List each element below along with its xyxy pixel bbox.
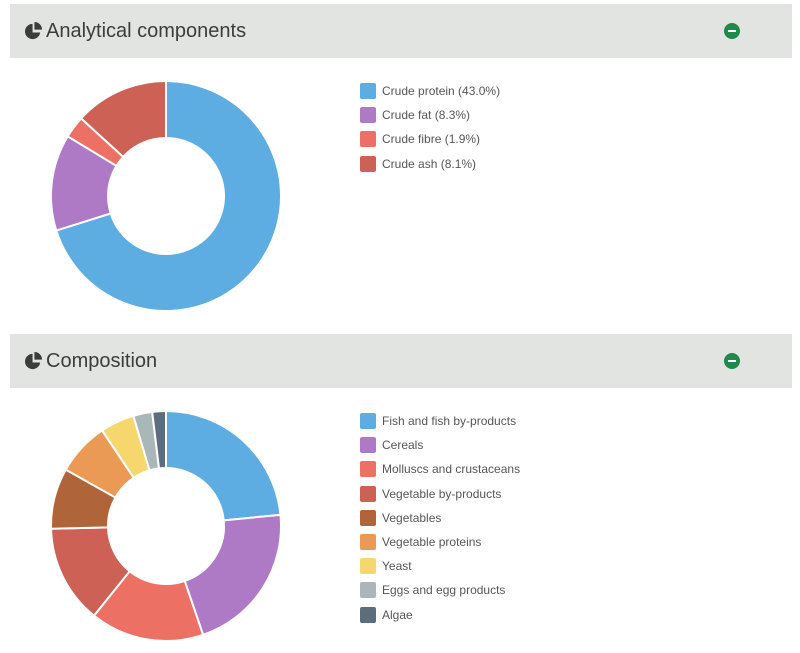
- legend-item-crude-fat[interactable]: Crude fat (8.3%): [360, 107, 500, 131]
- analytical-components-header: Analytical components: [10, 4, 792, 58]
- legend-item-vegetable-proteins[interactable]: Vegetable proteins: [360, 533, 520, 558]
- legend-item-cereals[interactable]: Cereals: [360, 437, 520, 461]
- legend-item-eggs-and-egg-products[interactable]: Eggs and egg products: [360, 582, 520, 606]
- donut-slice-cereals[interactable]: [183, 513, 282, 637]
- legend-swatch: [360, 107, 376, 124]
- legend-label: Cereals: [382, 438, 424, 453]
- panel-title: Analytical components: [46, 20, 247, 42]
- donut-slice-fish-and-fish-by-products[interactable]: [165, 409, 282, 522]
- legend-swatch: [360, 437, 376, 454]
- composition-legend: Fish and fish by-products Cereals Molluscs…: [360, 413, 520, 631]
- legend-swatch: [360, 509, 376, 526]
- legend-label: Yeast: [382, 559, 412, 574]
- legend-swatch: [360, 155, 376, 172]
- legend-label: Molluscs and crustaceans: [382, 462, 521, 477]
- legend-item-crude-protein[interactable]: Crude protein (43.0%): [360, 83, 500, 107]
- panel-title: Composition: [46, 350, 158, 372]
- legend-swatch: [360, 558, 376, 575]
- legend-item-yeast[interactable]: Yeast: [360, 558, 520, 582]
- legend-item-crude-fibre[interactable]: Crude fibre (1.9%): [360, 131, 500, 155]
- legend-label: Vegetables: [382, 510, 442, 525]
- composition-donut-chart: [50, 409, 282, 642]
- minus-circle-icon[interactable]: [724, 353, 740, 369]
- composition-header: Composition: [10, 334, 792, 388]
- legend-label: Crude fat (8.3%): [382, 108, 471, 123]
- legend-label: Vegetable proteins: [382, 534, 482, 549]
- legend-swatch: [360, 83, 376, 99]
- pie-chart-icon: [25, 352, 43, 370]
- legend-label: Algae: [382, 607, 413, 622]
- donut-slice-crude-ash[interactable]: [79, 79, 167, 159]
- legend-label: Vegetable by-products: [382, 486, 502, 501]
- legend-item-vegetable-by-products[interactable]: Vegetable by-products: [360, 485, 520, 510]
- analytical-components-legend: Crude protein (43.0%) Crude fat (8.3%) Cru…: [360, 83, 500, 180]
- legend-swatch: [360, 533, 376, 550]
- legend-label: Eggs and egg products: [382, 583, 506, 598]
- legend-swatch: [360, 413, 376, 429]
- legend-swatch: [360, 485, 376, 502]
- legend-label: Fish and fish by-products: [382, 414, 517, 428]
- donut-slice-crude-protein[interactable]: [55, 79, 282, 312]
- legend-swatch: [360, 131, 376, 148]
- legend-item-algae[interactable]: Algae: [360, 606, 520, 631]
- legend-label: Crude ash (8.1%): [382, 156, 477, 171]
- legend-item-molluscs-and-crustaceans[interactable]: Molluscs and crustaceans: [360, 461, 520, 485]
- legend-label: Crude protein (43.0%): [382, 84, 501, 98]
- legend-item-vegetables[interactable]: Vegetables: [360, 509, 520, 534]
- legend-item-crude-ash[interactable]: Crude ash (8.1%): [360, 155, 500, 180]
- pie-chart-icon: [25, 22, 43, 40]
- legend-swatch: [360, 606, 376, 623]
- legend-label: Crude fibre (1.9%): [382, 132, 481, 147]
- legend-item-fish-and-fish-by-products[interactable]: Fish and fish by-products: [360, 413, 520, 437]
- legend-swatch: [360, 582, 376, 599]
- minus-circle-icon[interactable]: [724, 23, 740, 39]
- donut-slice-algae[interactable]: [151, 409, 167, 470]
- legend-swatch: [360, 461, 376, 478]
- analytical-components-donut-chart: [50, 79, 282, 312]
